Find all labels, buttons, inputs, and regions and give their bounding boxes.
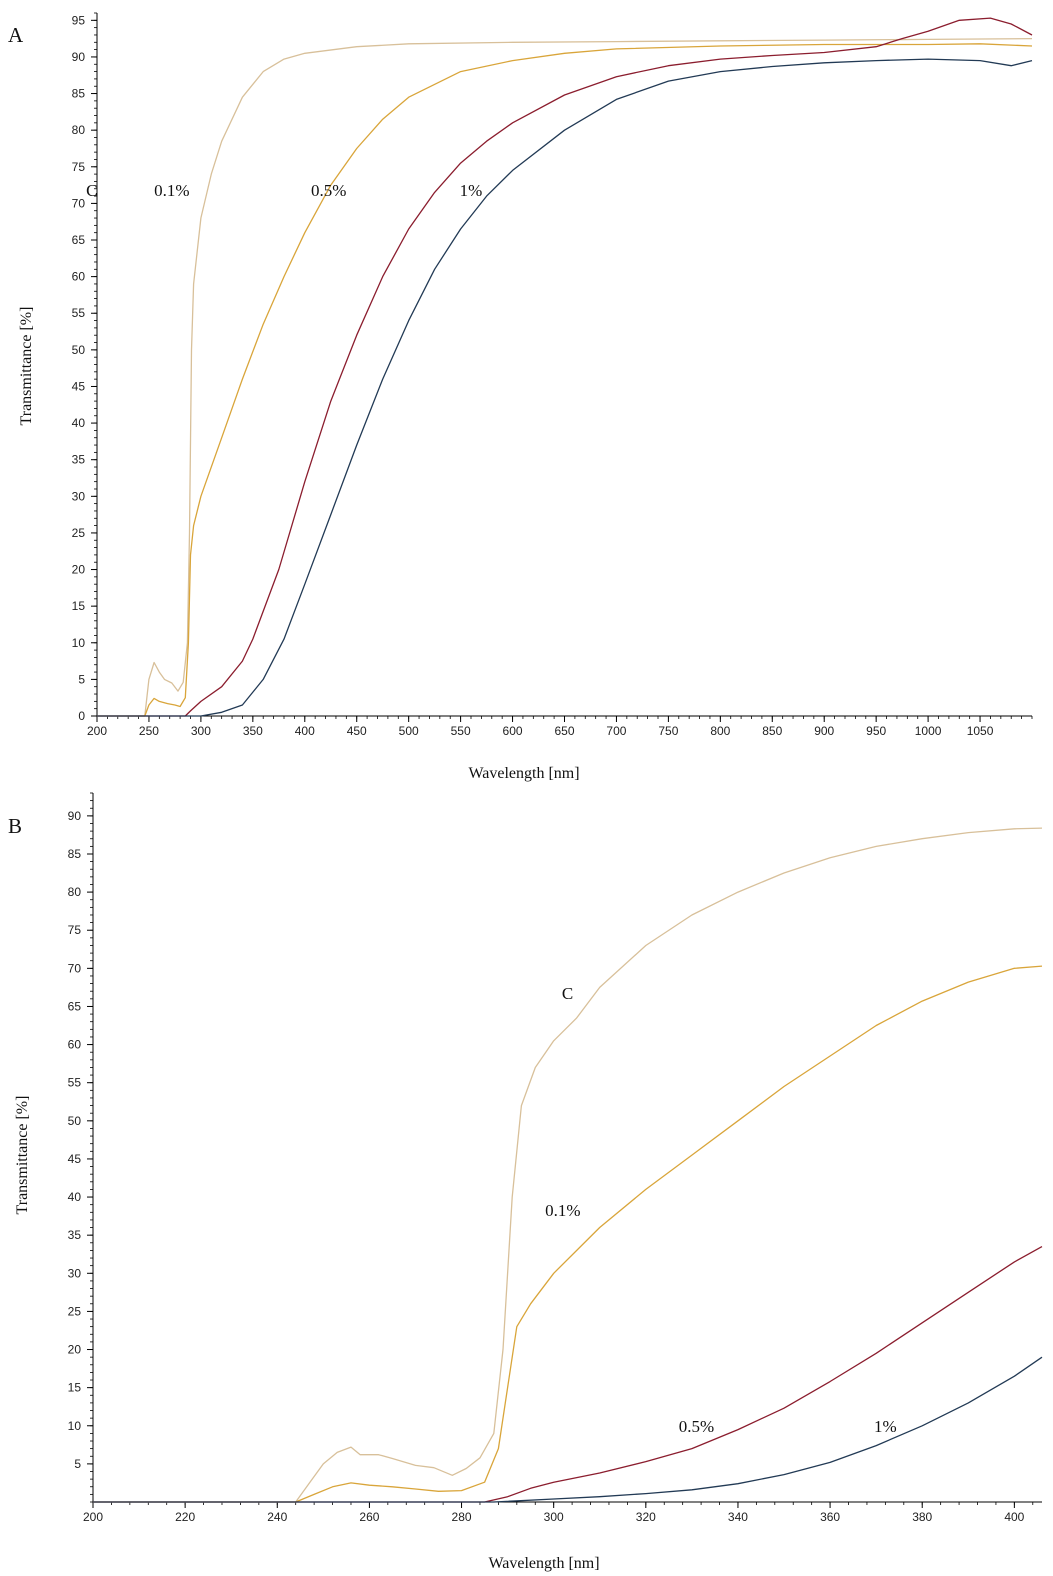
- series-label-1pct: 1%: [460, 181, 483, 200]
- x-tick-label: 200: [83, 1510, 103, 1524]
- y-tick-label: 30: [72, 489, 86, 503]
- x-axis-title: Wavelength [nm]: [488, 1555, 599, 1572]
- x-tick-label: 700: [606, 724, 626, 738]
- y-axis-title: Transmittance [%]: [14, 1096, 31, 1215]
- chart-panel-b: B Wavelength [nm] Transmittance [%] 200 2…: [8, 792, 1043, 1572]
- series-labels: C 0.1% 0.5% 1%: [86, 181, 482, 200]
- series-line-1pct: [97, 58, 1033, 717]
- x-tick-label: 850: [762, 724, 782, 738]
- y-tick-label: 65: [68, 999, 82, 1013]
- y-tick-label: 45: [68, 1152, 82, 1166]
- series-label-c: C: [86, 181, 97, 200]
- y-tick-label: 10: [68, 1419, 82, 1433]
- x-tick-label: 550: [451, 724, 471, 738]
- x-tick-label: 750: [658, 724, 678, 738]
- series-label-0-1pct: 0.1%: [545, 1201, 580, 1220]
- y-tick-label: 15: [68, 1381, 82, 1395]
- y-tick-label: 90: [72, 50, 86, 64]
- y-tick-label: 25: [72, 526, 86, 540]
- x-tick-label: 350: [243, 724, 263, 738]
- y-tick-label: 20: [72, 563, 86, 577]
- y-tick-label: 20: [68, 1343, 82, 1357]
- y-tick-label: 30: [68, 1266, 82, 1280]
- y-tick-label: 90: [68, 809, 82, 823]
- y-tick-label: 5: [74, 1457, 81, 1471]
- x-tick-label: 1000: [915, 724, 942, 738]
- x-tick-label: 260: [359, 1510, 379, 1524]
- y-tick-label: 60: [68, 1038, 82, 1052]
- x-tick-label: 220: [175, 1510, 195, 1524]
- x-tick-label: 450: [347, 724, 367, 738]
- series-line-1pct: [93, 1356, 1043, 1503]
- y-tick-label: 55: [72, 306, 86, 320]
- series-line-c: [93, 827, 1043, 1503]
- x-axis-title: Wavelength [nm]: [468, 765, 579, 782]
- x-tick-label: 1050: [967, 724, 994, 738]
- y-tick-label: 70: [72, 196, 86, 210]
- y-tick-label: 70: [68, 961, 82, 975]
- x-tick-label: 250: [139, 724, 159, 738]
- y-tick-label: 35: [68, 1228, 82, 1242]
- y-tick-label: 10: [72, 636, 86, 650]
- y-tick-label: 75: [72, 160, 86, 174]
- x-tick-label: 600: [503, 724, 523, 738]
- y-axis-title: Transmittance [%]: [18, 307, 35, 426]
- y-tick-label: 55: [68, 1076, 82, 1090]
- x-tick-label: 380: [912, 1510, 932, 1524]
- x-tick-label: 280: [452, 1510, 472, 1524]
- x-tick-label: 800: [710, 724, 730, 738]
- series-labels: C 0.1% 0.5% 1%: [545, 984, 897, 1436]
- y-tick-label: 40: [68, 1190, 82, 1204]
- series-label-0-5pct: 0.5%: [679, 1417, 714, 1436]
- series-label-1pct: 1%: [874, 1417, 897, 1436]
- x-tick-label: 400: [295, 724, 315, 738]
- series-lines: [93, 827, 1043, 1503]
- y-tick-label: 95: [72, 13, 86, 27]
- series-line-c: [97, 37, 1033, 717]
- y-tick-label: 85: [68, 847, 82, 861]
- x-tick-label: 900: [814, 724, 834, 738]
- y-tick-label: 40: [72, 416, 86, 430]
- y-tick-label: 80: [68, 885, 82, 899]
- y-tick-label: 50: [72, 343, 86, 357]
- x-tick-label: 950: [866, 724, 886, 738]
- y-tick-label: 45: [72, 379, 86, 393]
- series-label-c: C: [562, 984, 573, 1003]
- y-tick-label: 50: [68, 1114, 82, 1128]
- y-tick-label: 75: [68, 923, 82, 937]
- series-line-0-5pct: [97, 17, 1033, 717]
- y-tick-label: 60: [72, 270, 86, 284]
- chart-panel-a: A Wavelength [nm] Transmittance [%] 200 2…: [8, 12, 1033, 782]
- y-tick-label: 85: [72, 87, 86, 101]
- x-tick-label: 300: [544, 1510, 564, 1524]
- y-tick-label: 65: [72, 233, 86, 247]
- x-tick-label: 340: [728, 1510, 748, 1524]
- y-tick-label: 5: [78, 672, 85, 686]
- x-tick-label: 650: [554, 724, 574, 738]
- x-tick-label: 200: [87, 724, 107, 738]
- series-line-0-1pct: [97, 43, 1033, 717]
- series-line-0-5pct: [93, 1246, 1043, 1503]
- y-tick-label: 80: [72, 123, 86, 137]
- x-tick-label: 500: [399, 724, 419, 738]
- series-label-0-1pct: 0.1%: [154, 181, 189, 200]
- y-tick-label: 0: [78, 709, 85, 723]
- y-tick-label: 15: [72, 599, 86, 613]
- x-tick-label: 320: [636, 1510, 656, 1524]
- series-label-0-5pct: 0.5%: [311, 181, 346, 200]
- axis-ticks: 200 250 300 350 400 450 500 550 600 650 700 750 800 8…: [72, 12, 1033, 738]
- x-tick-label: 240: [267, 1510, 287, 1524]
- y-tick-label: 35: [72, 453, 86, 467]
- x-tick-label: 360: [820, 1510, 840, 1524]
- series-line-0-1pct: [93, 965, 1043, 1503]
- axis-ticks: 200 220 240 260 280 300 320 340 360 380 400 5 10 15 20…: [68, 792, 1034, 1524]
- y-tick-label: 25: [68, 1304, 82, 1318]
- x-tick-label: 400: [1004, 1510, 1024, 1524]
- panel-label: B: [8, 814, 22, 838]
- panel-label: A: [8, 23, 24, 47]
- series-lines: [97, 17, 1033, 717]
- x-tick-label: 300: [191, 724, 211, 738]
